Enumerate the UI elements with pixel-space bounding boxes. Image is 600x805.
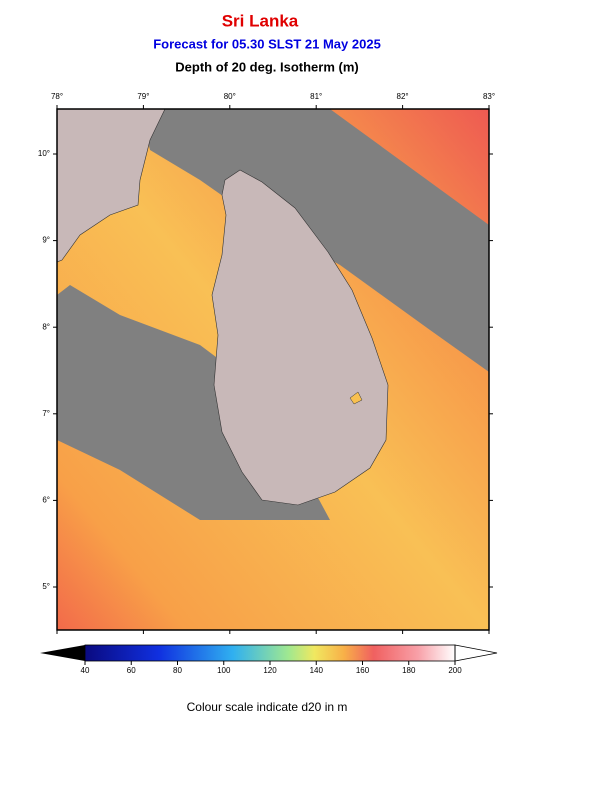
lon-tick-label: 78°	[51, 92, 63, 101]
colorbar-tick-label: 60	[127, 666, 136, 675]
lon-tick-label: 82°	[397, 92, 409, 101]
colorbar-tick-label: 180	[402, 666, 416, 675]
subtitle: Forecast for 05.30 SLST 21 May 2025	[153, 36, 381, 51]
colorbar-high-triangle	[454, 644, 498, 662]
colorbar-caption: Colour scale indicate d20 in m	[187, 700, 348, 714]
colorbar-low-triangle	[40, 645, 85, 661]
title: Sri Lanka	[222, 11, 299, 30]
colorbar-tick-label: 160	[356, 666, 370, 675]
variable-title: Depth of 20 deg. Isotherm (m)	[175, 59, 358, 74]
colorbar-tick-label: 40	[81, 666, 90, 675]
india-land	[56, 108, 166, 263]
lat-tick-label: 6°	[42, 496, 50, 505]
colorbar-tick-label: 200	[448, 666, 462, 675]
lat-tick-label: 10°	[38, 149, 50, 158]
colorbar-tick-label: 80	[173, 666, 182, 675]
map	[56, 108, 490, 631]
lat-tick-label: 7°	[42, 409, 50, 418]
lon-tick-label: 81°	[310, 92, 322, 101]
lon-tick-label: 83°	[483, 92, 495, 101]
lat-tick-label: 9°	[42, 236, 50, 245]
map-frame	[56, 108, 490, 631]
reservoir	[349, 391, 363, 405]
colorbar-tick-label: 140	[310, 666, 324, 675]
colorbar-tick-label: 100	[217, 666, 231, 675]
lon-tick-label: 79°	[137, 92, 149, 101]
colorbar	[85, 645, 455, 661]
lon-tick-label: 80°	[224, 92, 236, 101]
sri-lanka-land	[211, 169, 389, 506]
lat-tick-label: 5°	[42, 582, 50, 591]
colorbar-tick-label: 120	[263, 666, 277, 675]
lat-tick-label: 8°	[42, 322, 50, 331]
